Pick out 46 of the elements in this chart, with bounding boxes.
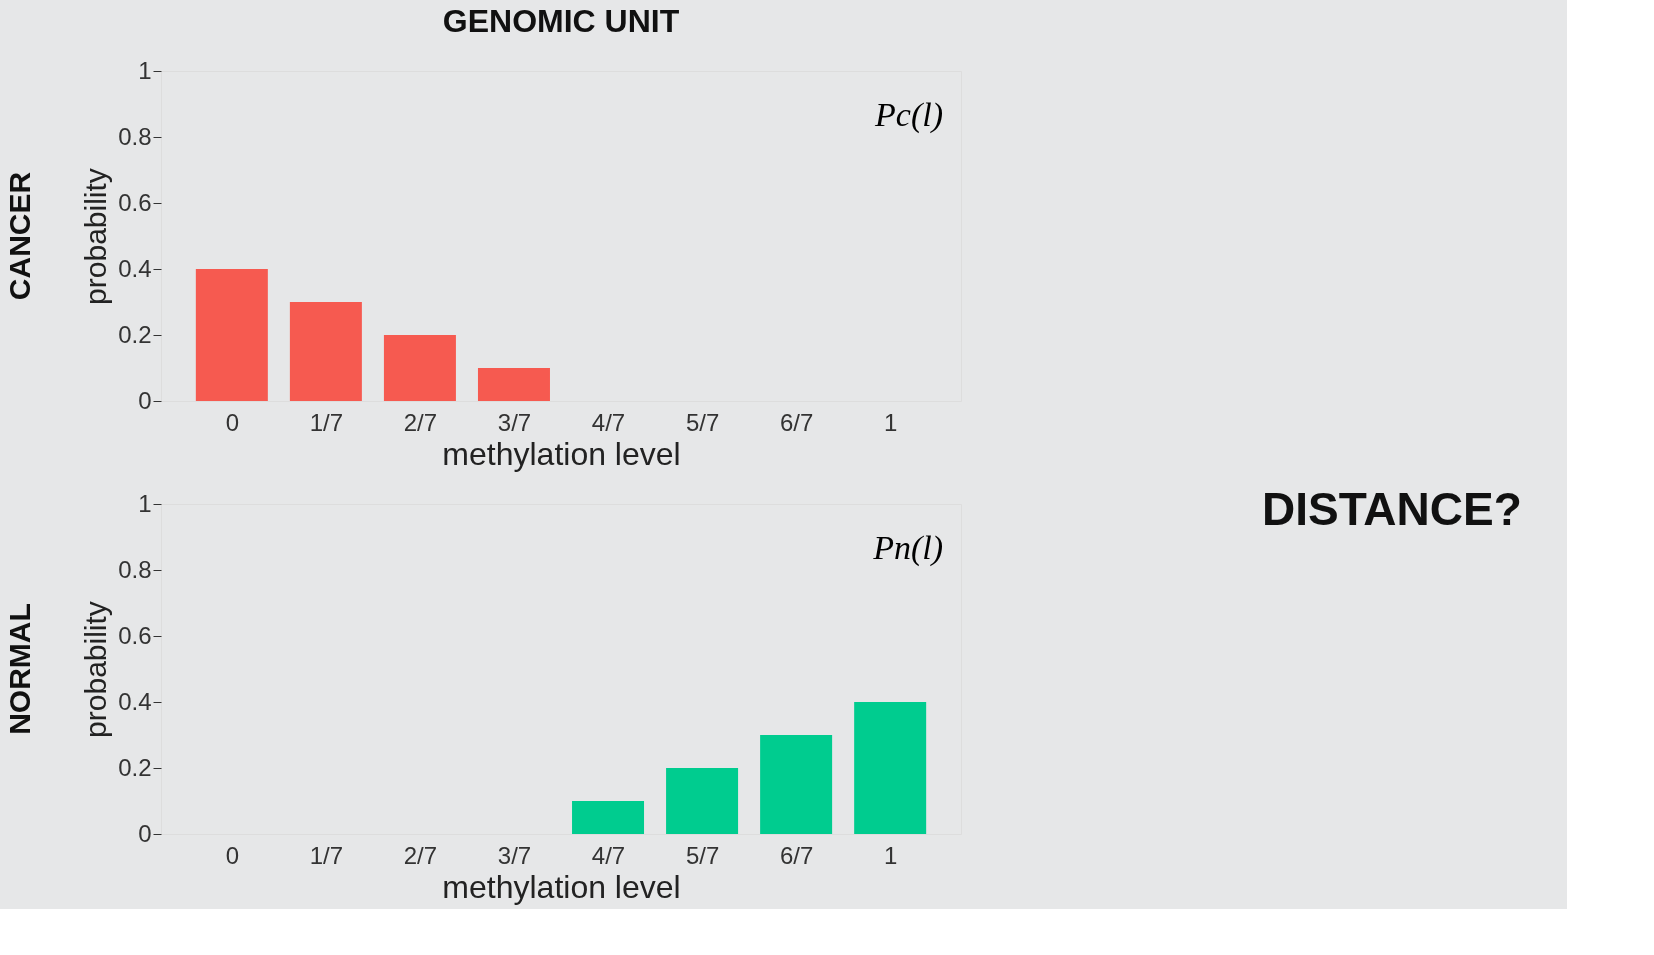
- y-tick-label: 0: [138, 819, 152, 847]
- y-tick-label: 0.2: [118, 753, 152, 781]
- x-axis-title: methylation level: [442, 435, 681, 472]
- x-tick-label: 2/7: [403, 408, 438, 436]
- x-axis-title: methylation level: [442, 868, 681, 905]
- x-tick-label: 3/7: [497, 841, 532, 869]
- x-tick-label: 0: [225, 841, 240, 869]
- bar: [572, 801, 645, 834]
- x-tick-label: 4/7: [591, 408, 626, 436]
- annotation: Pn(l): [872, 529, 943, 567]
- x-tick-label: 1/7: [309, 408, 344, 436]
- y-tick-label: 0.6: [118, 188, 152, 216]
- x-tick-label: 6/7: [779, 408, 814, 436]
- x-tick-label: 1: [883, 408, 898, 436]
- bar: [195, 269, 268, 401]
- x-tick-label: 5/7: [685, 408, 720, 436]
- x-tick-label: 3/7: [497, 408, 532, 436]
- x-tick-label: 6/7: [779, 841, 814, 869]
- x-tick-label: 5/7: [685, 841, 720, 869]
- bar: [383, 335, 456, 401]
- y-tick-label: 1: [138, 56, 152, 84]
- y-tick-label: 1: [138, 489, 152, 517]
- y-tick-label: 0.4: [118, 687, 152, 715]
- x-tick-label: 4/7: [591, 841, 626, 869]
- x-tick-label: 1: [883, 841, 898, 869]
- bar: [854, 702, 927, 834]
- y-axis-title: probability: [79, 601, 113, 738]
- annotation: Pc(l): [874, 96, 943, 134]
- y-tick-label: 0.2: [118, 320, 152, 348]
- text: CANCER: [3, 171, 36, 301]
- bar: [760, 735, 833, 834]
- y-tick-label: 0.8: [118, 555, 152, 583]
- text: DISTANCE?: [1262, 483, 1522, 535]
- text: NORMAL: [3, 603, 36, 735]
- y-tick-label: 0.4: [118, 254, 152, 282]
- y-tick-label: 0: [138, 386, 152, 414]
- chart-title: GENOMIC UNIT: [442, 3, 680, 39]
- bar: [666, 768, 739, 834]
- x-tick-label: 0: [225, 408, 240, 436]
- bar: [477, 368, 550, 401]
- y-axis-title: probability: [79, 168, 113, 305]
- y-tick-label: 0.6: [118, 621, 152, 649]
- x-tick-label: 1/7: [309, 841, 344, 869]
- y-tick-label: 0.8: [118, 122, 152, 150]
- x-tick-label: 2/7: [403, 841, 438, 869]
- bar: [289, 302, 362, 401]
